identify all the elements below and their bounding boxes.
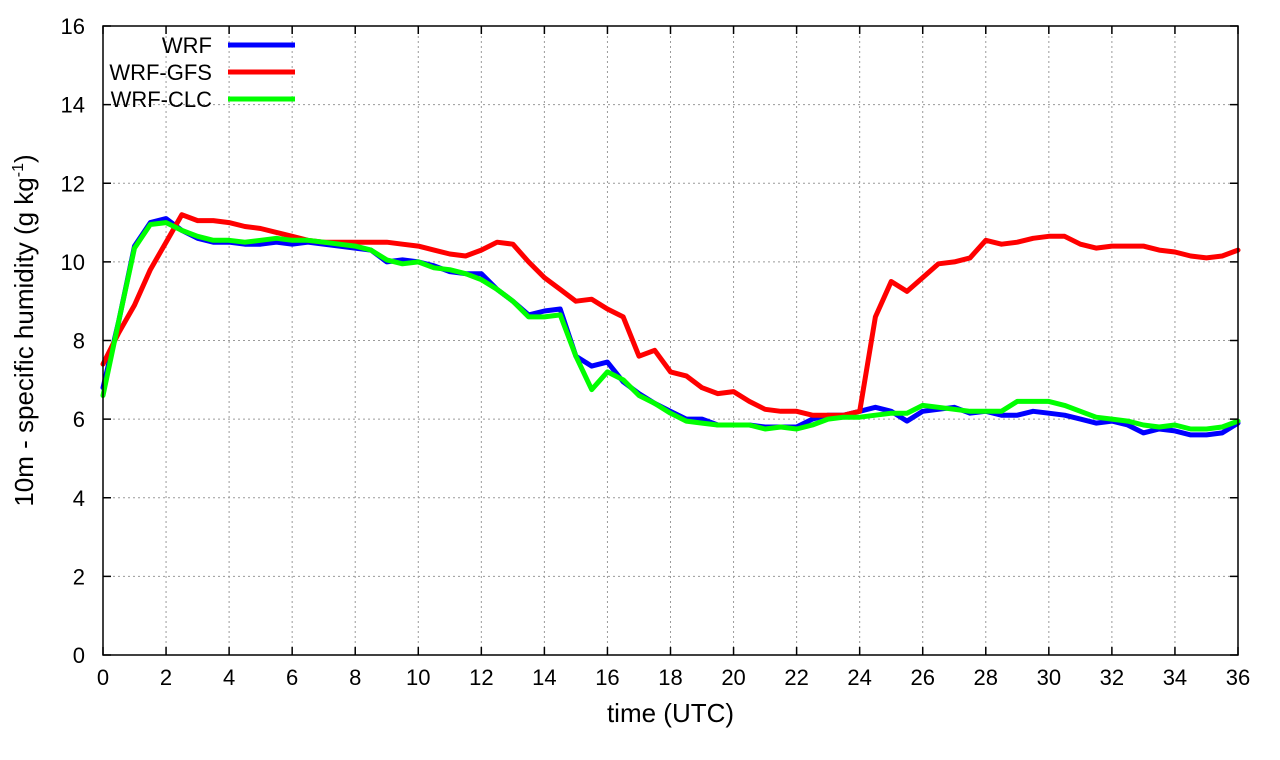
- y-tick-label: 2: [73, 564, 85, 589]
- y-tick-label: 10: [61, 250, 85, 275]
- y-tick-label: 16: [61, 14, 85, 39]
- x-axis-title: time (UTC): [607, 698, 734, 728]
- x-tick-label: 36: [1226, 665, 1250, 690]
- y-axis-title-end: ): [9, 154, 39, 163]
- x-tick-label: 14: [532, 665, 556, 690]
- x-tick-label: 6: [286, 665, 298, 690]
- x-tick-labels: 0 2 4 6 8 10 12 14 16 18 20 22 24 26 28 30 32 34 36: [97, 665, 1250, 690]
- grid-lines: [103, 26, 1238, 655]
- x-tick-label: 0: [97, 665, 109, 690]
- y-tick-label: 4: [73, 486, 85, 511]
- axis-ticks: [102, 25, 1239, 656]
- x-tick-label: 34: [1163, 665, 1187, 690]
- x-tick-label: 8: [349, 665, 361, 690]
- y-tick-label: 12: [61, 171, 85, 196]
- y-tick-label: 8: [73, 329, 85, 354]
- x-tick-label: 12: [469, 665, 493, 690]
- series-line-wrf-clc: [100, 220, 1241, 432]
- y-tick-label: 14: [61, 93, 85, 118]
- x-tick-label: 26: [910, 665, 934, 690]
- x-tick-label: 2: [160, 665, 172, 690]
- y-tick-labels: 0 2 4 6 8 10 12 14 16: [61, 14, 85, 668]
- x-tick-label: 22: [784, 665, 808, 690]
- x-tick-label: 24: [847, 665, 871, 690]
- x-tick-label: 20: [721, 665, 745, 690]
- legend-label-wrf: WRF: [162, 33, 212, 58]
- y-tick-label: 0: [73, 643, 85, 668]
- legend-label-wrf-gfs: WRF-GFS: [109, 60, 212, 85]
- x-tick-label: 10: [406, 665, 430, 690]
- x-tick-label: 4: [223, 665, 235, 690]
- legend-label-wrf-clc: WRF-CLC: [111, 87, 213, 112]
- y-tick-label: 6: [73, 407, 85, 432]
- series-line-wrf-gfs: [100, 212, 1241, 418]
- y-axis-title-main: 10m - specific humidity (g kg: [9, 177, 39, 506]
- x-tick-label: 32: [1100, 665, 1124, 690]
- x-tick-label: 18: [658, 665, 682, 690]
- y-axis-title-superscript: -1: [10, 163, 27, 177]
- x-tick-label: 16: [595, 665, 619, 690]
- series-layer: [100, 212, 1241, 438]
- y-axis-title: 10m - specific humidity (g kg-1): [9, 154, 39, 506]
- x-tick-label: 30: [1037, 665, 1061, 690]
- x-tick-label: 28: [974, 665, 998, 690]
